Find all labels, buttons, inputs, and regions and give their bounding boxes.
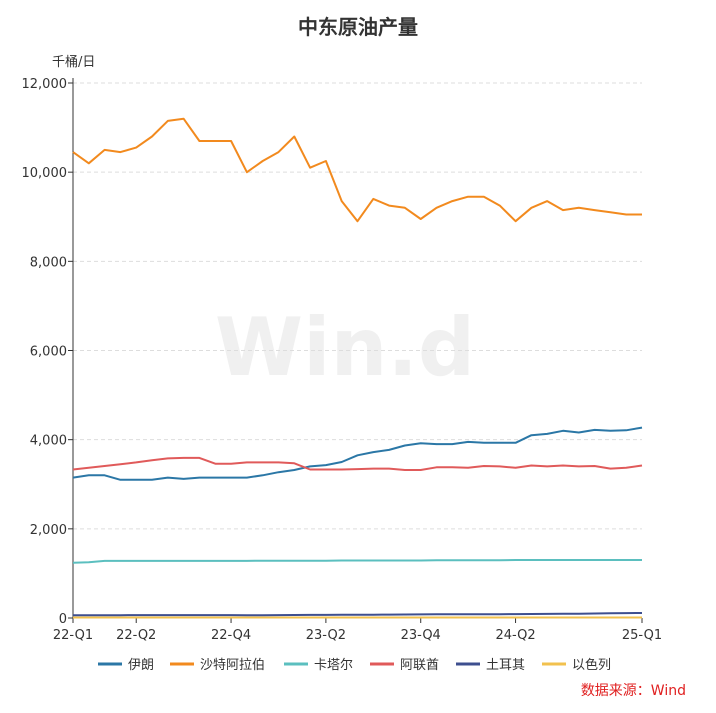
legend-label: 以色列 [572,657,611,673]
legend-item[interactable]: 卡塔尔 [284,658,353,673]
y-tick-label: 8,000 [30,255,67,270]
legend-item[interactable]: 阿联酋 [370,657,439,673]
x-tick-label: 22-Q4 [211,628,251,643]
series-line-2 [72,559,642,564]
y-tick-label: 12,000 [22,77,68,92]
y-tick-label: 4,000 [30,434,67,449]
legend-label: 伊朗 [128,658,154,673]
y-tick-label: 6,000 [30,345,67,360]
watermark: Win.d [215,301,475,394]
legend-label: 土耳其 [486,658,525,673]
y-tick-label: 2,000 [30,523,67,538]
series-line-3 [72,456,643,471]
y-tick-label: 0 [59,612,67,627]
legend-label: 卡塔尔 [314,658,353,673]
x-tick-label: 23-Q2 [306,628,346,643]
series-line-1 [72,117,642,223]
x-tick-label: 22-Q2 [116,628,156,643]
y-tick-label: 10,000 [22,166,68,181]
x-tick-label: 23-Q4 [401,628,441,643]
legend-item[interactable]: 土耳其 [456,658,525,673]
x-tick-label: 25-Q1 [622,628,662,643]
legend-item[interactable]: 沙特阿拉伯 [170,658,265,673]
legend-item[interactable]: 伊朗 [98,658,154,673]
legend-item[interactable]: 以色列 [542,657,611,673]
chart-title: 中东原油产量 [298,15,418,39]
x-tick-label: 24-Q2 [495,628,535,643]
x-tick-label: 22-Q1 [53,628,93,643]
source-note: 数据来源：Wind [581,683,686,699]
y-axis-unit: 千桶/日 [52,55,95,70]
series-line-4 [72,612,643,617]
series-line-0 [72,426,643,481]
legend-label: 沙特阿拉伯 [200,658,265,673]
legend-label: 阿联酋 [400,657,439,673]
